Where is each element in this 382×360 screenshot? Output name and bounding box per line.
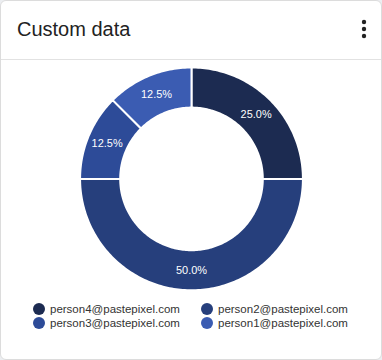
html-text:person2@pastepixel.com: person2@pastepixel.com — [218, 303, 348, 315]
svg-text:12.5%: 12.5% — [92, 137, 123, 149]
svg-text:25.0%: 25.0% — [241, 108, 272, 120]
svg-text:50.0%: 50.0% — [176, 264, 207, 276]
html-text:person1@pastepixel.com: person1@pastepixel.com — [218, 317, 348, 329]
html-text:person4@pastepixel.com: person4@pastepixel.com — [50, 303, 180, 315]
svg-text:12.5%: 12.5% — [141, 88, 172, 100]
html-text:Custom data: Custom data — [17, 18, 131, 40]
html-text:person3@pastepixel.com: person3@pastepixel.com — [50, 317, 180, 329]
